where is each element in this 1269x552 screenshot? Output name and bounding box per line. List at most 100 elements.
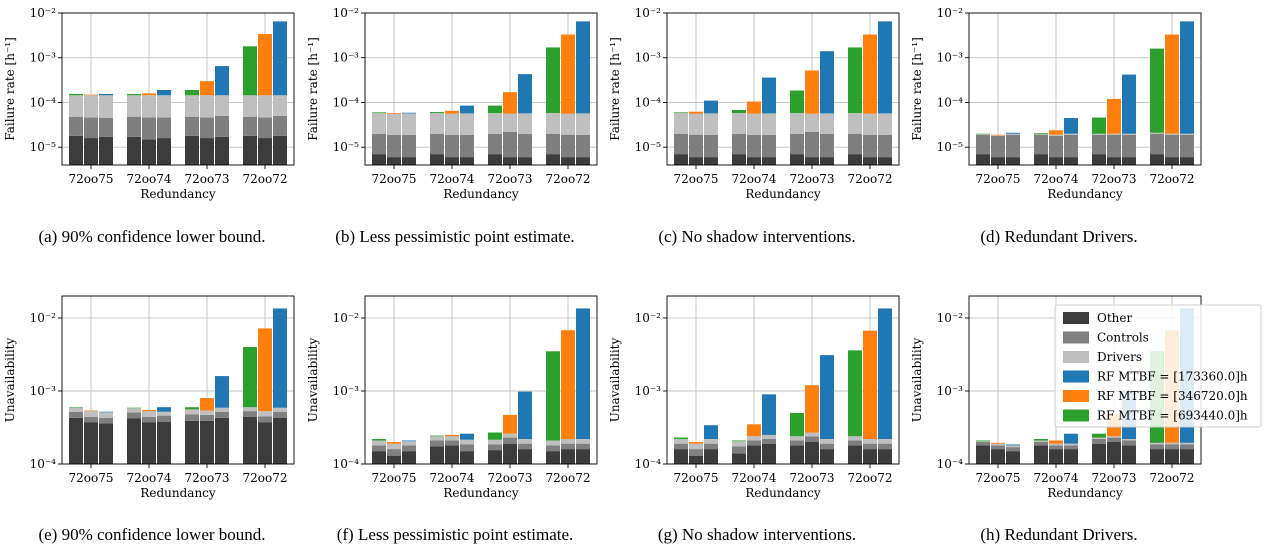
legend-swatch <box>1063 331 1089 344</box>
bar-segment-rf <box>157 407 171 412</box>
bar-segment-drivers <box>732 441 746 447</box>
bar-segment-drivers <box>576 113 590 135</box>
bar-segment-drivers <box>561 113 575 135</box>
bar-segment-drivers <box>1064 133 1078 135</box>
x-tick-label: 72oo72 <box>243 172 288 186</box>
bar-segment-controls <box>689 449 703 456</box>
bar-segment-rf <box>762 394 776 435</box>
x-tick-label: 72oo73 <box>185 471 230 485</box>
y-tick-label: 10⁻² <box>30 311 57 325</box>
bar-segment-other <box>546 451 560 464</box>
x-axis-label: Redundancy <box>745 187 821 201</box>
bar-segment-rf <box>1064 433 1078 444</box>
bar-segment-other <box>689 157 703 165</box>
bar-segment-drivers <box>1165 442 1179 445</box>
panel-g: 10⁻⁴ 10⁻³ 10⁻² 72oo75 72oo74 72oo73 72oo72 Redu… <box>608 295 900 500</box>
panel-caption: (c) No shadow interventions. <box>658 227 855 246</box>
axes-frame <box>61 295 295 465</box>
bar-segment-drivers <box>142 95 156 118</box>
bar-segment-controls <box>185 414 199 421</box>
bar-segment-drivers <box>1049 134 1063 136</box>
bar-segment-other <box>157 138 171 165</box>
bar-segment-rf <box>1180 21 1194 134</box>
bar-segment-controls <box>576 443 590 450</box>
panel-caption: (e) 90% confidence lower bound. <box>38 525 265 544</box>
panel-c: 10⁻⁵ 10⁻⁴ 10⁻³ 10⁻² 72oo75 72oo74 72oo73 72oo72… <box>608 6 900 201</box>
bar-segment-other <box>387 455 401 464</box>
bar-segment-other <box>863 157 877 165</box>
bar-segment-drivers <box>976 441 990 443</box>
bar-segment-other <box>1006 157 1020 165</box>
bar-segment-other <box>402 157 416 165</box>
bar-segment-drivers <box>674 113 688 134</box>
bar-segment-controls <box>84 417 98 423</box>
bar-segment-drivers <box>848 113 862 134</box>
x-tick-label: 72oo75 <box>674 172 719 186</box>
bar-segment-rf <box>848 350 862 437</box>
bar-segment-drivers <box>1006 133 1020 135</box>
bar-segment-other <box>1180 157 1194 165</box>
bar-segment-controls <box>215 115 229 137</box>
panel-f: 10⁻⁴ 10⁻³ 10⁻² 72oo75 72oo74 72oo73 72oo72 Redu… <box>306 295 598 500</box>
x-tick-label: 72oo72 <box>546 172 591 186</box>
bar-segment-other <box>1064 449 1078 464</box>
bar-segment-rf <box>1092 117 1106 134</box>
bar-segment-controls <box>460 134 474 158</box>
bar-segment-other <box>732 453 746 464</box>
bar-segment-rf <box>976 440 990 442</box>
y-tick-label: 10⁻³ <box>333 384 360 398</box>
bar-segment-drivers <box>1034 440 1048 443</box>
bar-segment-drivers <box>372 113 386 134</box>
bar-segment-drivers <box>518 438 532 444</box>
bar-segment-drivers <box>127 408 141 413</box>
bar-segment-controls <box>1064 445 1078 450</box>
bar-segment-controls <box>1006 134 1020 158</box>
bar-segment-drivers <box>99 412 113 418</box>
y-tick-label: 10⁻³ <box>635 51 662 65</box>
bar-segment-rf <box>704 425 718 439</box>
bar-segment-other <box>1122 157 1136 165</box>
panel-caption: (h) Redundant Drivers. <box>980 525 1137 544</box>
x-tick-label: 72oo74 <box>430 471 475 485</box>
x-tick-label: 72oo73 <box>790 471 835 485</box>
bar-segment-rf <box>503 414 517 434</box>
bar-segment-drivers <box>820 113 834 134</box>
bar-segment-rf <box>689 442 703 444</box>
bar-segment-other <box>430 446 444 464</box>
bar-segment-drivers <box>430 436 444 441</box>
bar-segment-other <box>215 136 229 165</box>
x-axis-label: Redundancy <box>1047 187 1123 201</box>
bar-segment-other <box>127 418 141 464</box>
bar-segment-drivers <box>185 409 199 415</box>
bar-segment-other <box>1092 154 1106 165</box>
bar-segment-rf <box>215 376 229 408</box>
bar-segment-other <box>805 442 819 464</box>
y-tick-label: 10⁻⁴ <box>937 457 964 471</box>
x-tick-label: 72oo72 <box>848 471 893 485</box>
bar-segment-other <box>258 138 272 165</box>
bar-segment-other <box>1165 157 1179 165</box>
bar-segment-rf <box>805 385 819 433</box>
bar-segment-controls <box>674 133 688 155</box>
panel-e: 10⁻⁴ 10⁻³ 10⁻² 72oo75 72oo74 72oo73 72oo72 Redu… <box>3 295 295 500</box>
bar-segment-rf <box>215 66 229 96</box>
bar-segment-controls <box>1122 134 1136 158</box>
bar-segment-other <box>1049 157 1063 165</box>
bar-segment-controls <box>561 134 575 158</box>
bar-segment-controls <box>1107 437 1121 443</box>
legend-swatch <box>1063 390 1089 402</box>
bar-segment-other <box>1150 449 1164 464</box>
bar-segment-controls <box>372 445 386 452</box>
bar-segment-controls <box>445 134 459 158</box>
bar-segment-drivers <box>848 436 862 441</box>
bar-segment-other <box>273 417 287 464</box>
y-tick-label: 10⁻³ <box>937 51 964 65</box>
x-axis-label: Redundancy <box>1047 486 1123 500</box>
y-tick-label: 10⁻² <box>937 311 964 325</box>
bar-segment-controls <box>732 446 746 454</box>
y-tick-label: 10⁻² <box>30 6 57 20</box>
bar-segment-other <box>848 154 862 165</box>
bar-segment-controls <box>1165 134 1179 158</box>
bar-segment-controls <box>1064 134 1078 158</box>
x-tick-label: 72oo74 <box>732 172 777 186</box>
